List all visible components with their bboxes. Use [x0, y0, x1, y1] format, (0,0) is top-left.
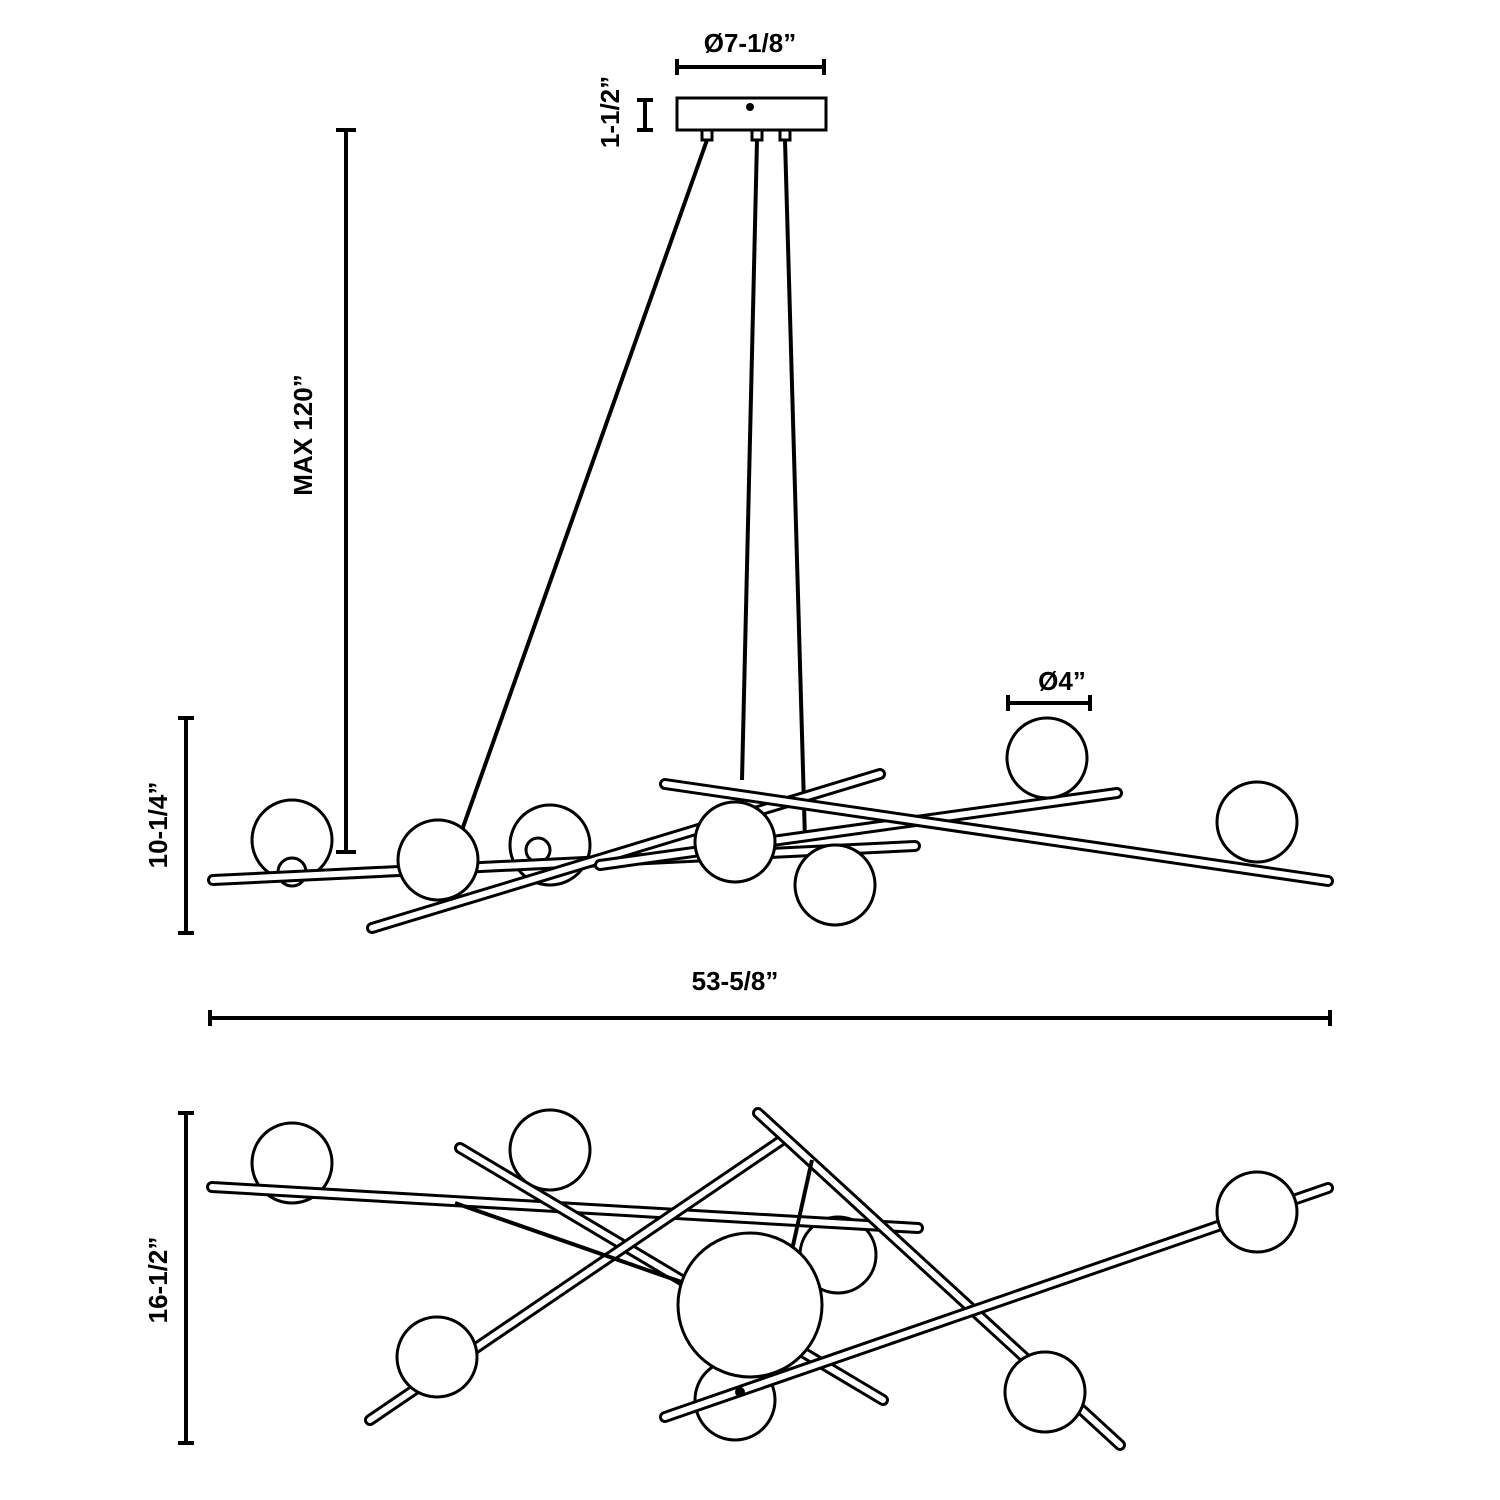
- fixture-height: 10-1/4”: [143, 782, 173, 869]
- canopy-height: 1-1/2”: [595, 76, 625, 148]
- globe: [1003, 1350, 1087, 1434]
- rod-inner: [662, 1185, 1331, 1420]
- globe: [395, 1315, 479, 1399]
- globe: [676, 1231, 824, 1379]
- fixture-width: 53-5/8”: [692, 966, 779, 996]
- max-height: MAX 120”: [288, 374, 318, 495]
- cable: [740, 139, 759, 781]
- cable-joint: [735, 1387, 745, 1397]
- cable: [460, 139, 709, 831]
- cable: [454, 1201, 691, 1287]
- globe: [793, 843, 877, 927]
- globe: [1215, 780, 1299, 864]
- globe: [1215, 1170, 1299, 1254]
- fixture-drawing: [206, 96, 1334, 1451]
- globe: [396, 818, 480, 902]
- rod-inner: [210, 843, 918, 883]
- canopy-screw: [746, 103, 754, 111]
- cable: [790, 1159, 814, 1251]
- globe: [250, 1121, 334, 1205]
- rod-inner: [597, 790, 1120, 868]
- connector: [778, 128, 792, 142]
- connector: [750, 128, 764, 142]
- dimension-lines: [178, 59, 1332, 1445]
- rod-inner: [457, 1145, 886, 1403]
- canopy: [675, 96, 828, 132]
- canopy-diameter: Ø7-1/8”: [704, 28, 797, 58]
- globe-diameter: Ø4”: [1038, 666, 1086, 696]
- cable: [783, 139, 807, 841]
- rod-inner: [662, 781, 1331, 884]
- connector: [700, 128, 714, 142]
- globe: [693, 800, 777, 884]
- fixture-depth: 16-1/2”: [143, 1237, 173, 1324]
- globe: [508, 1108, 592, 1192]
- globe: [1005, 716, 1089, 800]
